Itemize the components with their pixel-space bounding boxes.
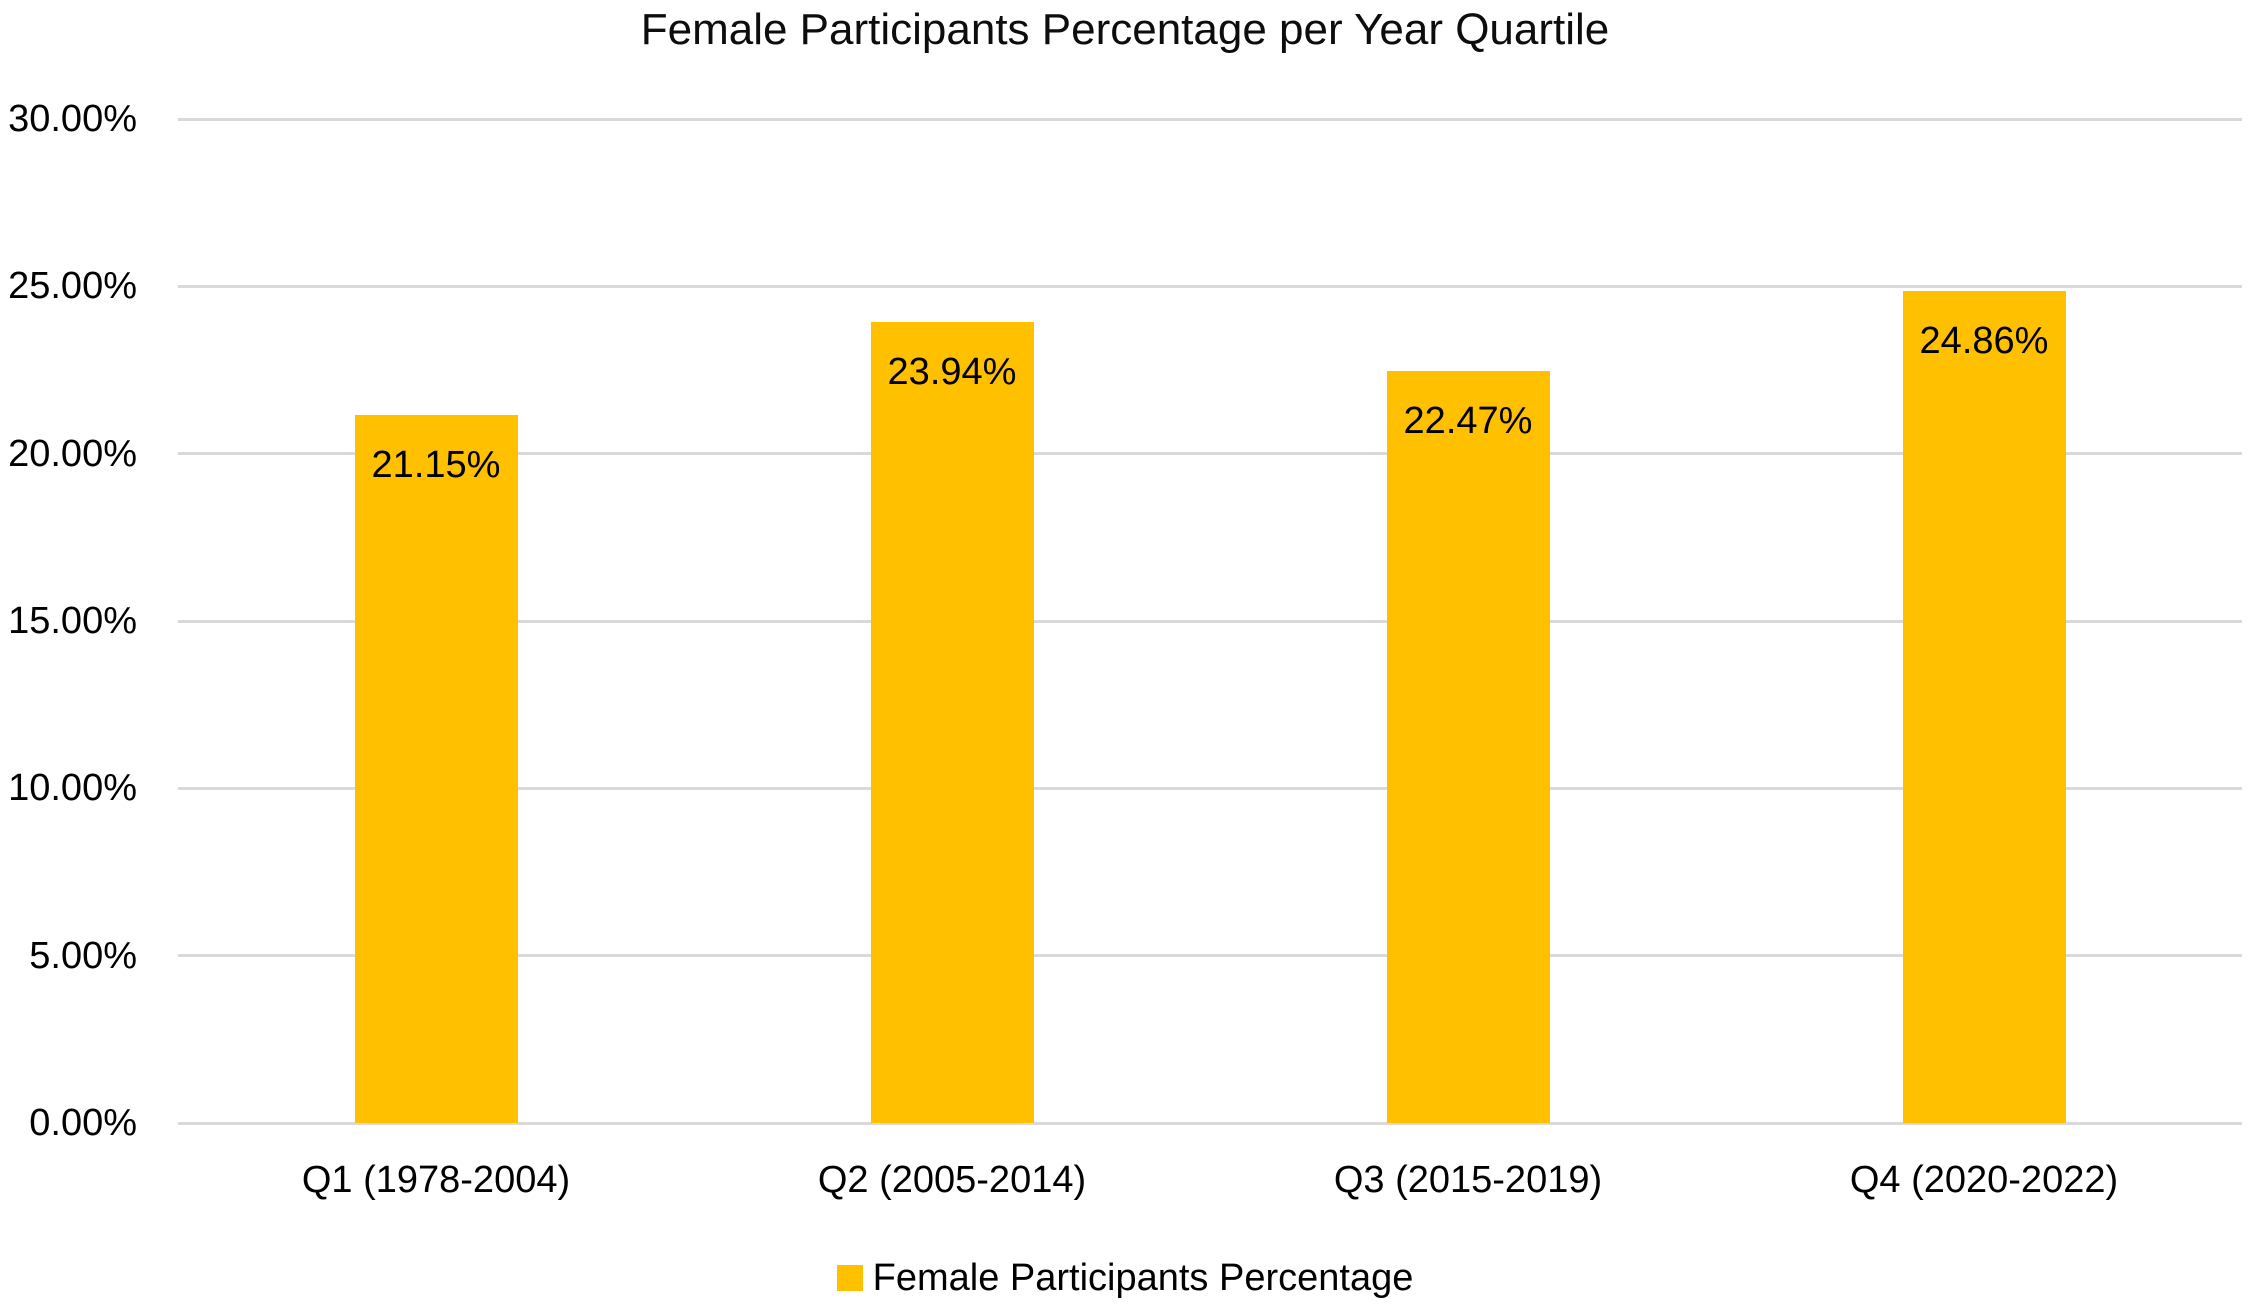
x-axis-label: Q1 (1978-2004) bbox=[301, 1159, 571, 1201]
y-tick-label: 25.00% bbox=[8, 265, 137, 308]
x-axis-label: Q4 (2020-2022) bbox=[1849, 1159, 2119, 1201]
x-axis-label: Q2 (2005-2014) bbox=[817, 1159, 1087, 1201]
bar: 24.86% bbox=[1902, 291, 2066, 1123]
y-axis: 0.00% 5.00% 10.00% 15.00% 20.00% 25.00% 30.00% bbox=[0, 100, 150, 1142]
gridline bbox=[178, 786, 2242, 790]
y-tick-label: 0.00% bbox=[29, 1102, 137, 1144]
y-tick-label: 5.00% bbox=[29, 934, 137, 977]
y-tick-label: 10.00% bbox=[8, 767, 137, 810]
gridline bbox=[178, 954, 2242, 958]
bar: 22.47% bbox=[1386, 371, 1550, 1123]
plot-area: 21.15% 23.94% 22.47% 24.86% bbox=[178, 117, 2242, 1125]
legend-swatch-icon bbox=[836, 1265, 863, 1291]
gridline bbox=[178, 284, 2242, 288]
y-tick-label: 30.00% bbox=[8, 98, 137, 140]
gridline bbox=[178, 1121, 2242, 1125]
gridline bbox=[178, 117, 2242, 121]
bar: 21.15% bbox=[354, 415, 518, 1123]
bar-value-label: 24.86% bbox=[1919, 320, 2049, 363]
y-tick-label: 20.00% bbox=[8, 432, 137, 475]
chart-title: Female Participants Percentage per Year … bbox=[640, 5, 1610, 54]
bar-value-label: 23.94% bbox=[887, 350, 1017, 393]
legend-label: Female Participants Percentage bbox=[872, 1257, 1414, 1299]
x-axis-label: Q3 (2015-2019) bbox=[1333, 1159, 1603, 1201]
bar: 23.94% bbox=[870, 321, 1034, 1123]
legend: Female Participants Percentage bbox=[0, 1256, 2250, 1300]
bar-value-label: 22.47% bbox=[1403, 400, 1533, 442]
y-tick-label: 15.00% bbox=[8, 600, 137, 642]
x-axis: Q1 (1978-2004) Q2 (2005-2014) Q3 (2015-201… bbox=[178, 1160, 2242, 1204]
bar-value-label: 21.15% bbox=[371, 444, 501, 487]
gridline bbox=[178, 452, 2242, 456]
gridline bbox=[178, 619, 2242, 623]
